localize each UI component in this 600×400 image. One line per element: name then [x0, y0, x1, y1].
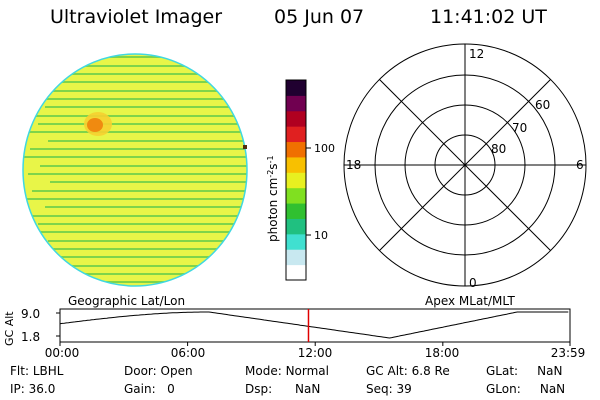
xtick-label-1200: 12:00	[298, 346, 333, 360]
seq-field: Seq: 39	[366, 382, 412, 396]
uv-disk-rim	[22, 53, 248, 287]
uv-data-gap-stripe	[23, 156, 247, 158]
gain-field: Gain: 0	[124, 382, 175, 396]
door-field: Door: Open	[124, 364, 193, 378]
colorbar-cell	[286, 141, 306, 158]
altitude-plot-frame	[59, 308, 571, 343]
colorbar-cell	[286, 203, 306, 219]
mlat-label-80: 80	[491, 142, 506, 156]
glon-field: GLon: NaN	[486, 382, 566, 396]
colorbar-cell	[286, 110, 306, 127]
dsp-value: NaN	[295, 382, 321, 396]
glat-value: NaN	[537, 364, 563, 378]
uv-data-gap-stripe	[32, 190, 247, 192]
polar-panel-label: Apex MLat/MLT	[425, 294, 515, 308]
uv-data-gap-stripe	[40, 265, 247, 267]
mlat-label-60: 60	[535, 98, 550, 112]
image-panel-label: Geographic Lat/Lon	[68, 294, 185, 308]
altitude-ylabel: GC Alt	[3, 311, 16, 346]
uv-edge-pixel	[243, 145, 247, 149]
colorbar-cell	[286, 172, 306, 189]
filter-value: LBHL	[32, 364, 64, 378]
uv-data-gap-stripe	[40, 65, 247, 67]
colorbar-cell	[286, 80, 306, 96]
mode-value: Normal	[285, 364, 329, 378]
uv-data-gap-stripe	[28, 273, 247, 275]
gain-value: 0	[167, 382, 175, 396]
uv-data-gap-stripe	[23, 98, 247, 100]
time-label: 11:41:02 UT	[430, 6, 547, 28]
uv-data-gap-stripe	[45, 206, 247, 208]
colorbar-cell	[286, 218, 306, 235]
polar-labels: 12 6 0 18 60 70 80	[346, 47, 584, 290]
gc-alt-field: GC Alt: 6.8 Re	[366, 364, 450, 378]
glat-field: GLat: NaN	[486, 364, 563, 378]
uv-data-gap-stripe	[25, 215, 247, 217]
xtick-label-1800: 18:00	[425, 346, 460, 360]
uv-data-gap-stripe	[25, 115, 247, 117]
ytick-label-1.8: 1.8	[21, 330, 40, 344]
mlt-label-12: 12	[469, 47, 484, 61]
ip-value: 36.0	[28, 382, 56, 396]
uv-data-gap-stripe	[45, 106, 247, 108]
uv-data-gap-stripe	[50, 281, 247, 283]
colorbar-cell	[286, 264, 306, 281]
mlt-label-18: 18	[346, 158, 361, 172]
uv-data-gap-stripe	[30, 148, 247, 150]
uv-data-gaps	[23, 56, 247, 283]
colorbar-tick-label-100: 100	[314, 142, 335, 155]
uv-data-gap-stripe	[48, 240, 247, 242]
uv-aurora-hotspot	[87, 118, 103, 132]
ip-field: IP: 36.0	[10, 382, 56, 396]
altitude-curve	[59, 311, 569, 339]
colorbar-frame	[285, 79, 307, 281]
mlt-label-6: 6	[576, 158, 584, 172]
uv-data-gap-stripe	[50, 181, 247, 183]
uv-image-panel	[22, 53, 248, 287]
colorbar: 100 10 photon cm-2s-1	[266, 79, 335, 281]
uv-data-gap-stripe	[38, 223, 247, 225]
colorbar-cell	[286, 233, 306, 250]
ytick-label-9: 9.0	[21, 307, 40, 321]
uv-data-gap-stripe	[32, 90, 247, 92]
mode-field: Mode: Normal	[245, 364, 329, 378]
uv-data-gap-stripe	[28, 173, 247, 175]
altitude-plot: 9.0 1.8 GC Alt 00:00 06:00 12:00 18:00 2…	[3, 307, 585, 360]
uv-data-gap-stripe	[48, 140, 247, 142]
colorbar-cell	[286, 156, 306, 173]
uv-data-gap-stripe	[23, 56, 247, 58]
colorbar-cell	[286, 95, 306, 112]
date-label: 05 Jun 07	[274, 6, 365, 28]
uv-data-gap-stripe	[23, 256, 247, 258]
mlat-label-70: 70	[512, 121, 527, 135]
uv-data-gap-stripe	[23, 198, 247, 200]
uv-data-gap-stripe	[30, 248, 247, 250]
uv-data-gap-stripe	[38, 123, 247, 125]
colorbar-unit-label: photon cm-2s-1	[266, 155, 281, 242]
colorbar-cell	[286, 249, 306, 266]
uv-data-gap-stripe	[40, 165, 247, 167]
uv-data-gap-stripe	[23, 231, 247, 233]
polar-diagonal-2	[379, 79, 551, 251]
glon-value: NaN	[539, 382, 566, 396]
seq-value: 39	[396, 382, 412, 396]
colorbar-cell	[286, 126, 306, 143]
filter-field: Flt: LBHL	[10, 364, 64, 378]
colorbar-tick-label-10: 10	[314, 229, 328, 242]
uv-data-gap-stripe	[50, 81, 247, 83]
door-value: Open	[160, 364, 193, 378]
xtick-label-0000: 00:00	[45, 346, 80, 360]
gc-alt-value: 6.8 Re	[411, 364, 450, 378]
xtick-label-2359: 23:59	[551, 346, 586, 360]
uv-data-gap-stripe	[23, 131, 247, 133]
uv-data-gap-stripe	[28, 73, 247, 75]
uv-disk	[23, 54, 247, 286]
mlt-label-0: 0	[469, 276, 477, 290]
dsp-field: Dsp: NaN	[245, 382, 321, 396]
polar-grid	[343, 43, 587, 287]
xtick-label-0600: 06:00	[171, 346, 206, 360]
instrument-title: Ultraviolet Imager	[50, 6, 223, 28]
colorbar-cell	[286, 187, 306, 204]
